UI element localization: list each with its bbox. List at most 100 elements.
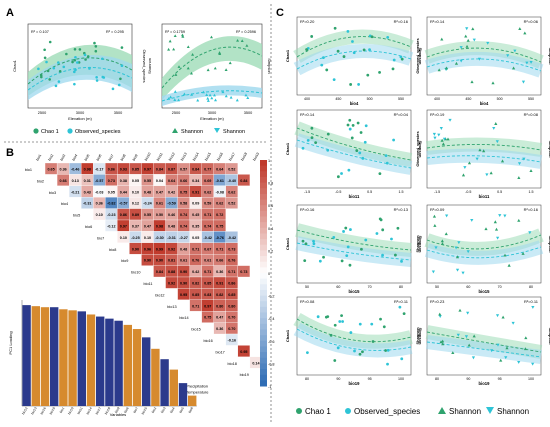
panel-c-point [496, 236, 500, 240]
panel-c-point [344, 226, 348, 230]
panel-a-right-simpson-point [173, 98, 177, 102]
colorscale-tick: -0.4 [268, 317, 275, 321]
panel-a-left-obs-point [74, 55, 77, 59]
panel-a-right-shannon-point [186, 45, 190, 49]
heatmap-cell-value: 0.85 [192, 293, 199, 297]
heatmap-cell-value: 0.67 [204, 247, 211, 251]
panel-c-point [475, 157, 479, 161]
heatmap-cell-value: 0.69 [204, 179, 211, 183]
heatmap-cell-value: 0.98 [156, 225, 163, 229]
panel-c-point [402, 312, 406, 316]
panel-a-right-shannon-point [224, 68, 228, 71]
panel-c-xtick: 1.5 [399, 190, 404, 194]
panel-c-legend-chao-marker [296, 408, 302, 414]
colorscale-step [260, 216, 267, 223]
panel-c-point [437, 68, 441, 72]
panel-a-left-xtick-1: 2500 [38, 111, 46, 115]
panel-c-point [390, 237, 393, 241]
panel-c-point [333, 359, 337, 362]
colorscale-step [260, 261, 267, 268]
panel-c-subplot: R²=0.14 R²=0.04 -1.5 -0.5 0.5 1.5 bio11 Chao1 Si… [285, 109, 423, 199]
colorscale-step [260, 160, 267, 167]
heatmap-cell-value: -0.23 [107, 213, 115, 217]
heatmap-cell-value: 0.34 [192, 179, 200, 183]
bar-chart-xtick: bio9 [114, 406, 121, 413]
panel-a-left-obs-point [83, 53, 87, 57]
bar-chart-xtick: bio8 [188, 406, 195, 413]
panel-c-point [333, 26, 337, 30]
bar-chart-xtick: bio1 [59, 406, 66, 413]
panel-c-point [444, 232, 448, 236]
heatmap-cell-value: 0.36 [216, 270, 223, 274]
heatmap-cell-value: -0.21 [71, 190, 79, 194]
panel-a-left-chao-point [58, 69, 62, 73]
panel-c-point [454, 61, 459, 65]
correlation-colorscale: 1 0.8 0.6 0.4 0.2 0 -0.2 -0.4 -0.6 -0.8 -1 [260, 159, 275, 389]
heatmap-cell-value: 0.70 [228, 316, 235, 320]
heatmap-cell-value: 0.47 [216, 316, 223, 320]
panel-c-point [472, 334, 476, 338]
panel-c-xlabel: bio15 [479, 289, 491, 294]
panel-c-point [496, 343, 500, 347]
panel-a-right-fit-green [161, 46, 263, 89]
heatmap-row-label: bio14 [179, 316, 188, 320]
panel-c-point [439, 340, 443, 344]
colorscale-step [260, 340, 267, 347]
panel-c-xtick: 450 [465, 97, 471, 101]
heatmap-cell-value: 0.44 [120, 190, 128, 194]
panel-c-xtick: 60 [466, 285, 470, 289]
colorscale-step [260, 188, 267, 195]
panel-a-right-shannon-point [236, 38, 240, 42]
panel-c-point [438, 312, 442, 316]
colorscale-step [260, 182, 267, 189]
panel-c-y2label: Simpson [548, 48, 550, 65]
bar-chart-xtick: bio18 [104, 406, 111, 415]
panel-c-point [361, 156, 365, 160]
heatmap-cell-value: 0.35 [192, 225, 199, 229]
colorscale-step [260, 210, 267, 217]
panel-c-point [521, 80, 526, 84]
panel-c-point [517, 218, 521, 222]
panel-c-point [440, 138, 444, 142]
panel-a-right-simpson-point [205, 93, 209, 96]
panel-a-left-obs-point [76, 61, 79, 64]
panel-a-left-r2-obs: R² = 0.295 [106, 30, 124, 34]
panel-c-r2-left: R²=0.20 [300, 19, 315, 24]
panel-c-point [451, 351, 455, 355]
panel-c-r2-right: R²=0.16 [394, 19, 409, 24]
heatmap-cell-value: 0.97 [120, 225, 127, 229]
panel-a-left-obs-point [56, 61, 60, 64]
bar-chart-xtick: bio11 [76, 406, 83, 415]
heatmap-cell-value: 0.73 [240, 270, 247, 274]
heatmap-cell-value: 0.85 [204, 282, 211, 286]
pc1-bar [22, 305, 31, 406]
panel-a-left-obs-point [57, 80, 61, 83]
heatmap-cell-value: 0.57 [180, 168, 187, 172]
panel-a-left-chao-point [94, 49, 98, 53]
panel-a-right-simpson-point [177, 98, 181, 102]
heatmap-col-label: bio9 [132, 154, 139, 162]
heatmap-cell-value: 0.05 [108, 190, 115, 194]
heatmap-cell-value: 0.84 [192, 168, 200, 172]
panel-c-point [386, 348, 390, 352]
heatmap-col-label: bio13 [180, 152, 188, 162]
panel-c-point [340, 172, 343, 175]
heatmap-cell-value: 0.95 [240, 350, 247, 354]
panel-c-point [399, 55, 403, 59]
bar-chart-xtick: bio2 [151, 406, 158, 413]
panel-c-point [495, 140, 499, 144]
panel-a-right-simpson-point [221, 90, 225, 94]
panel-c-point [503, 253, 507, 257]
heatmap-cell-value: 0.70 [228, 327, 235, 331]
panel-a-left-obs-point [88, 67, 91, 70]
panel-c-legend-shannon-label-2: Shannon [497, 407, 529, 416]
panel-c-point [459, 59, 463, 63]
heatmap-cell-value: -0.30 [155, 236, 163, 240]
panel-c-point [301, 239, 305, 243]
heatmap-col-label: bio4 [72, 154, 79, 162]
panel-a-left-chao-point [120, 46, 124, 49]
heatmap-cell [237, 345, 251, 357]
panel-c-point [470, 218, 474, 222]
panel-c-point [358, 151, 362, 155]
